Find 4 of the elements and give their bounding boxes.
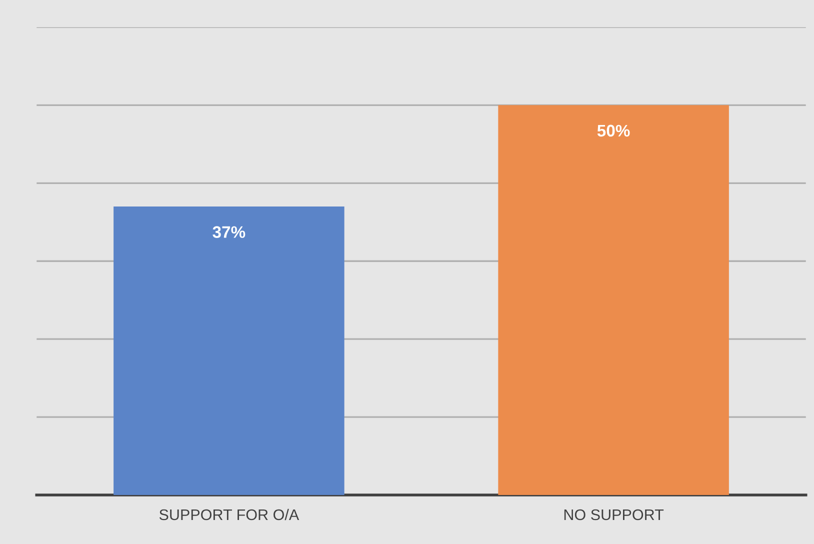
x-tick-label: NO SUPPORT: [564, 509, 664, 520]
x-tick-label: SUPPORT FOR O/A: [159, 508, 300, 520]
data-label: 50%: [597, 124, 630, 137]
data-label: 37%: [212, 226, 246, 238]
